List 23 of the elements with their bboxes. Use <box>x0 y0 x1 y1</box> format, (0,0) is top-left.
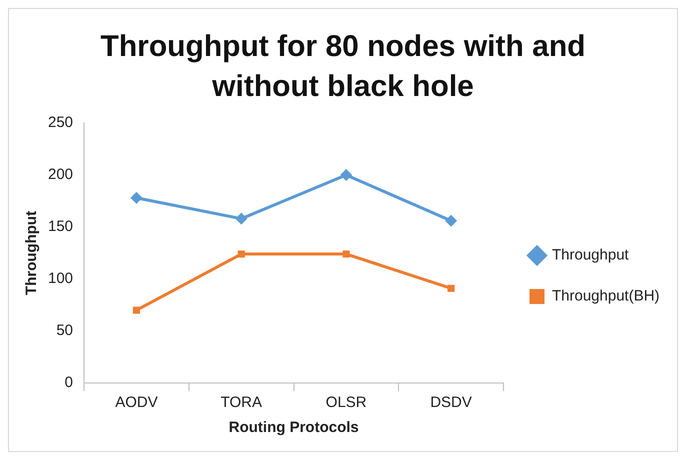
y-tick-label: 150 <box>48 218 74 236</box>
point <box>130 192 142 204</box>
legend-label: Throughput(BH) <box>552 288 660 305</box>
point <box>448 284 455 292</box>
point <box>342 250 350 258</box>
x-tick-label: OLSR <box>326 394 367 412</box>
point <box>340 169 352 181</box>
x-tick-label: TORA <box>220 394 262 412</box>
x-axis-title: Routing Protocols <box>228 419 359 436</box>
x-tick-label: AODV <box>115 394 158 412</box>
point <box>238 250 245 258</box>
point <box>235 212 248 225</box>
point <box>445 214 458 227</box>
y-axis-title: Throughput <box>23 210 40 296</box>
y-tick-label: 0 <box>64 374 74 392</box>
y-tick-label: 50 <box>56 322 74 340</box>
legend-label: Throughput <box>552 246 630 264</box>
y-tick-label: 200 <box>48 166 74 184</box>
y-tick-label: 250 <box>48 114 74 132</box>
y-tick-label: 100 <box>48 270 74 288</box>
chart-title: Throughput for 80 nodes with and without black hole <box>100 29 586 105</box>
point <box>132 306 140 314</box>
x-tick-label: DSDV <box>430 394 472 412</box>
